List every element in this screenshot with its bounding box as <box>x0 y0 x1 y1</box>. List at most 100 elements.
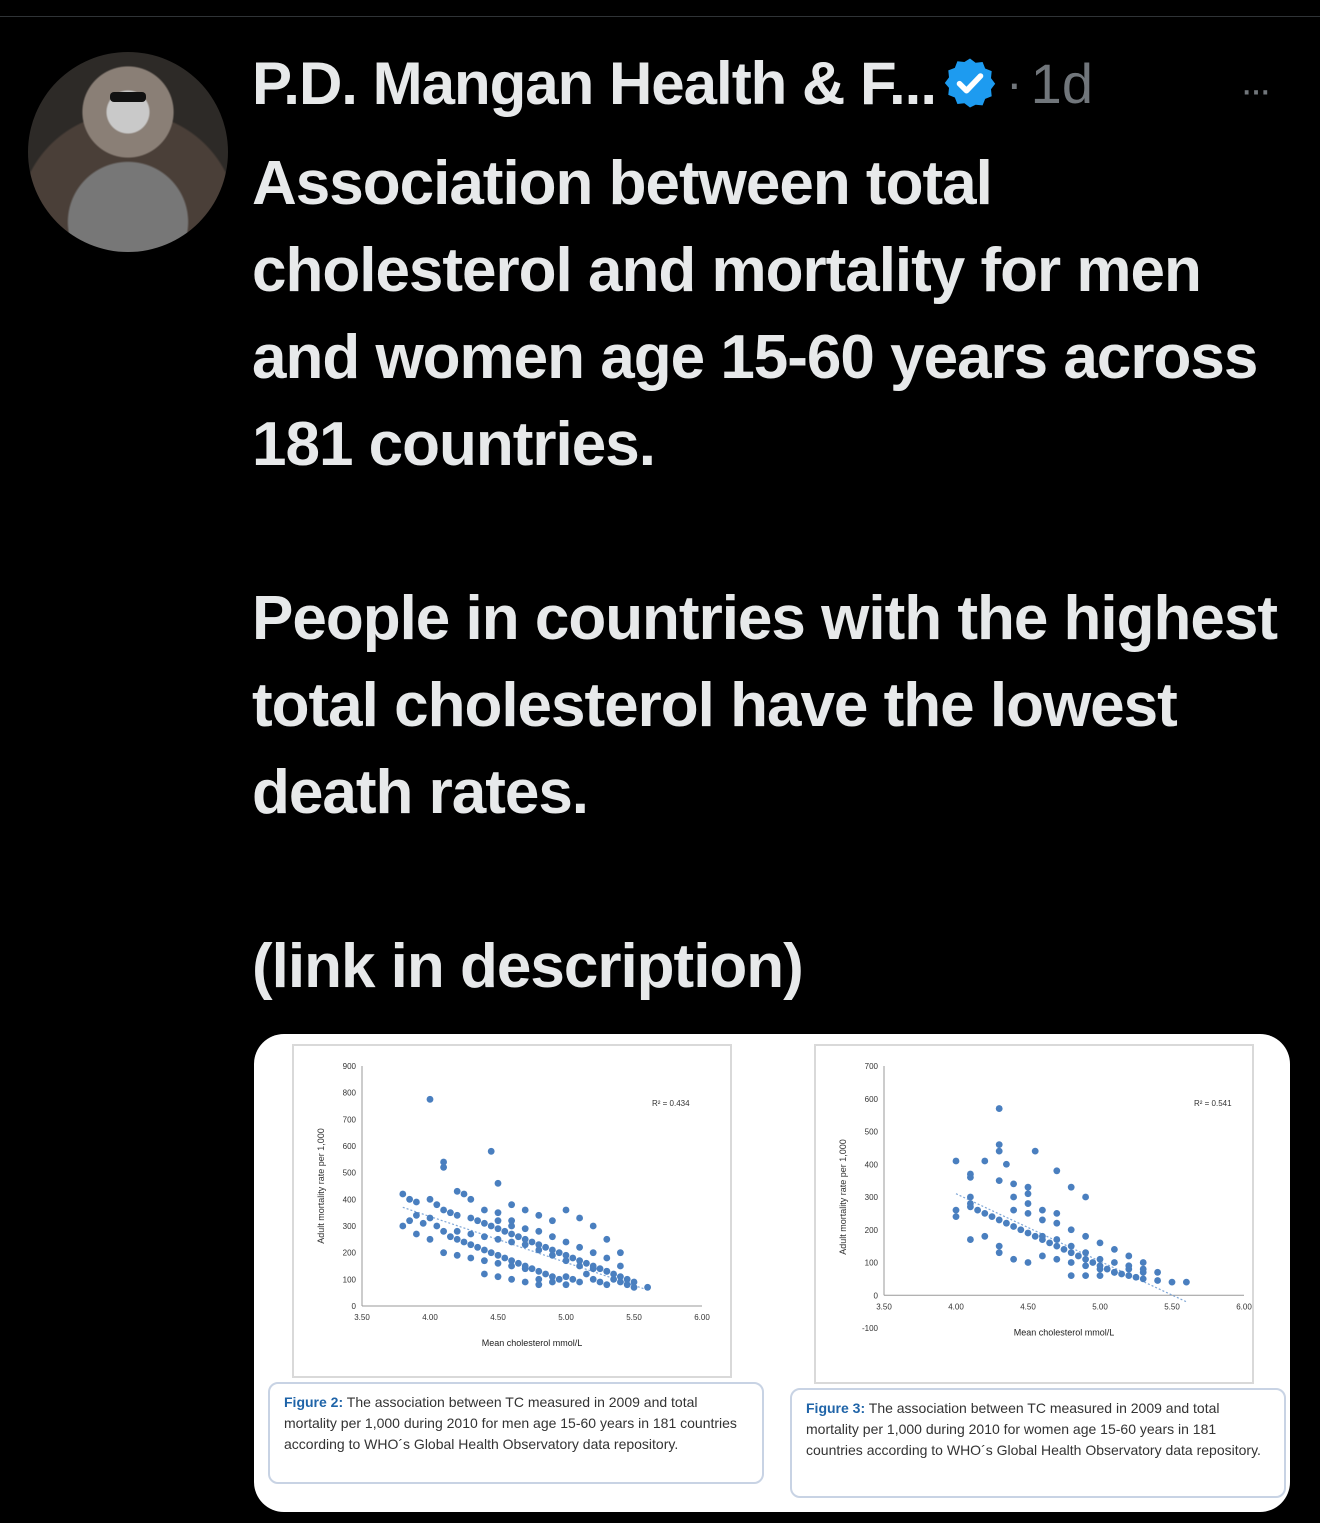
data-point <box>1010 1193 1017 1201</box>
data-point <box>453 1211 461 1219</box>
data-point <box>562 1273 570 1281</box>
data-point <box>508 1238 515 1246</box>
data-point <box>995 1147 1003 1155</box>
data-point <box>481 1257 488 1265</box>
data-point <box>426 1214 434 1222</box>
data-point <box>1039 1232 1046 1240</box>
data-point <box>1125 1265 1133 1273</box>
data-point <box>952 1206 960 1214</box>
data-point <box>528 1238 536 1246</box>
author-avatar[interactable] <box>28 52 228 252</box>
post-text: Association between total cholesterol an… <box>252 140 1312 1010</box>
data-point <box>535 1275 543 1283</box>
figure-2-label: Figure 2: <box>284 1394 344 1410</box>
x-tick-label: 5.00 <box>558 1313 574 1322</box>
y-tick-label: 300 <box>343 1222 357 1231</box>
data-point <box>1039 1252 1046 1260</box>
data-point <box>589 1275 597 1283</box>
data-point <box>569 1275 577 1283</box>
data-point <box>481 1233 488 1241</box>
y-tick-label: 600 <box>865 1095 879 1104</box>
data-point <box>494 1251 502 1259</box>
data-point <box>453 1235 461 1243</box>
data-point <box>453 1187 461 1195</box>
data-point <box>494 1235 502 1243</box>
data-point <box>562 1281 570 1289</box>
data-point <box>1003 1219 1010 1227</box>
data-point <box>562 1257 570 1265</box>
y-tick-label: 200 <box>343 1249 357 1258</box>
data-point <box>481 1219 488 1227</box>
data-point <box>981 1209 989 1217</box>
data-point <box>521 1278 529 1286</box>
data-point <box>1082 1255 1089 1263</box>
data-point <box>1096 1239 1104 1247</box>
data-point <box>1139 1268 1147 1276</box>
data-point <box>487 1222 495 1230</box>
data-point <box>508 1257 515 1265</box>
data-point <box>617 1273 624 1281</box>
y-tick-label: 900 <box>343 1062 357 1071</box>
data-point <box>583 1259 590 1267</box>
data-point <box>1053 1242 1061 1250</box>
data-point <box>508 1222 515 1230</box>
author-name[interactable]: P.D. Mangan Health & F... <box>252 49 937 117</box>
data-point <box>569 1254 577 1262</box>
y-tick-label: 500 <box>343 1169 357 1178</box>
data-point <box>1154 1268 1161 1276</box>
y-tick-label: 600 <box>343 1142 357 1151</box>
y-tick-label: 700 <box>343 1115 357 1124</box>
data-point <box>521 1241 529 1249</box>
data-point <box>589 1222 597 1230</box>
data-point <box>467 1230 475 1238</box>
data-point <box>494 1209 502 1217</box>
data-point <box>1024 1190 1032 1198</box>
data-point <box>413 1198 420 1206</box>
y-tick-label: 200 <box>865 1226 879 1235</box>
data-point <box>1024 1229 1032 1237</box>
avatar-sunglasses <box>110 92 146 102</box>
data-point <box>1075 1252 1082 1260</box>
data-point <box>508 1230 515 1238</box>
data-point <box>1154 1277 1161 1284</box>
data-point <box>494 1273 502 1281</box>
data-point <box>974 1206 981 1214</box>
data-point <box>549 1278 556 1286</box>
data-point <box>521 1265 529 1273</box>
y-axis-label: Adult mortality rate per 1,000 <box>316 1128 326 1244</box>
data-point <box>1168 1278 1176 1286</box>
post-text-paragraph-2: People in countries with the highest tot… <box>252 584 1278 827</box>
data-point <box>515 1259 522 1267</box>
more-options-icon[interactable]: ··· <box>1240 68 1272 112</box>
data-point <box>1046 1239 1053 1247</box>
data-point <box>1003 1160 1010 1168</box>
post-image[interactable]: 0 100 200 300 400 500 600 700 800 900 3.50 4.00 4.50… <box>254 1034 1290 1512</box>
data-point <box>453 1227 461 1235</box>
y-tick-label: 0 <box>352 1302 357 1311</box>
x-tick-label: 4.00 <box>948 1302 964 1311</box>
data-point <box>1082 1262 1089 1270</box>
data-point <box>453 1251 461 1259</box>
data-point <box>630 1278 638 1286</box>
data-point <box>1082 1193 1089 1201</box>
data-point <box>1111 1246 1118 1253</box>
x-axis-label: Mean cholesterol mmol/L <box>1014 1327 1115 1337</box>
data-point <box>1089 1259 1097 1266</box>
data-point <box>467 1241 475 1249</box>
y-tick-label: 800 <box>343 1089 357 1098</box>
verified-badge-icon[interactable] <box>942 55 998 111</box>
x-tick-label: 4.50 <box>1020 1302 1036 1311</box>
data-point <box>576 1278 583 1286</box>
data-point <box>508 1262 515 1270</box>
figure-3-caption-text: The association between TC measured in 2… <box>806 1400 1261 1458</box>
data-point <box>487 1249 495 1257</box>
data-point <box>1111 1268 1118 1276</box>
data-point <box>995 1177 1003 1185</box>
x-tick-label: 5.50 <box>1164 1302 1180 1311</box>
x-tick-label: 6.00 <box>1236 1302 1252 1311</box>
data-point <box>1017 1226 1025 1234</box>
data-point <box>1010 1180 1017 1188</box>
y-tick-label: 700 <box>865 1062 879 1071</box>
post-timestamp[interactable]: 1d <box>1030 51 1093 115</box>
data-point <box>1067 1272 1075 1279</box>
